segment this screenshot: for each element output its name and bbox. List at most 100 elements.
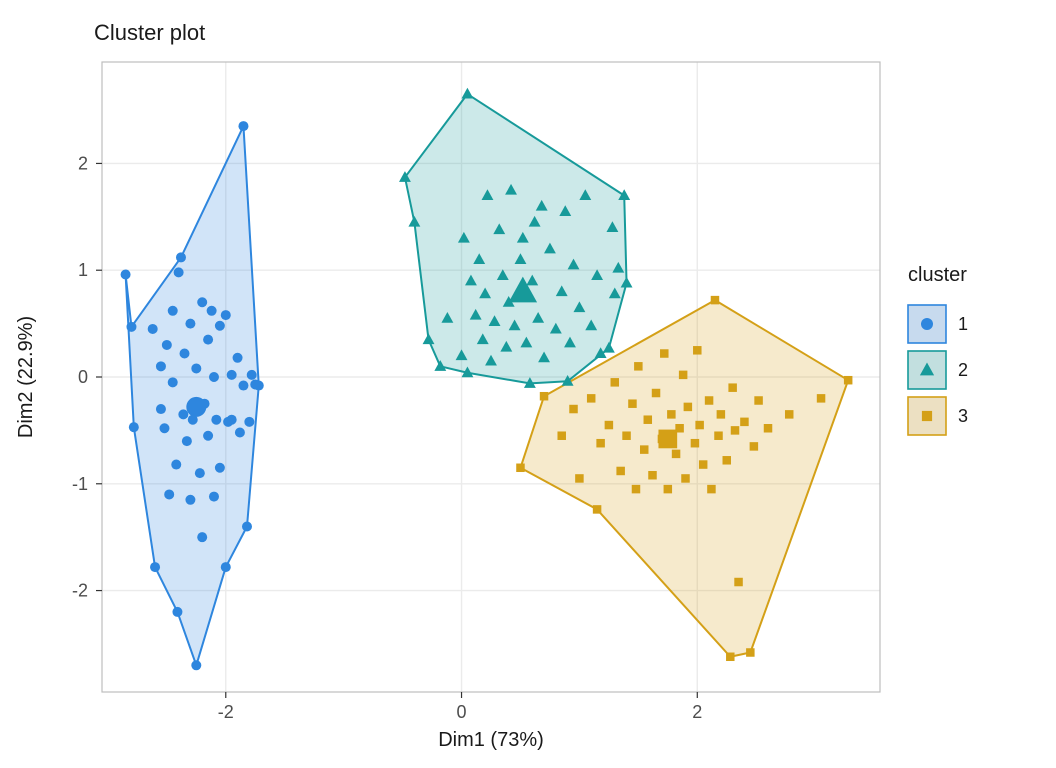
data-point bbox=[203, 335, 213, 345]
data-point bbox=[148, 324, 158, 334]
data-point bbox=[734, 578, 743, 587]
data-point bbox=[203, 431, 213, 441]
data-point bbox=[191, 363, 201, 373]
data-point bbox=[684, 403, 693, 412]
legend-title: cluster bbox=[908, 264, 967, 286]
cluster-centroid bbox=[658, 430, 677, 449]
data-point bbox=[693, 346, 702, 355]
data-point bbox=[844, 376, 853, 385]
data-point bbox=[207, 306, 217, 316]
y-tick-label: 2 bbox=[78, 153, 88, 173]
data-point bbox=[648, 471, 657, 480]
chart-stage: -202-2-1012Dim1 (73%)Dim2 (22.9%)Cluster… bbox=[0, 0, 1056, 768]
y-tick-label: 1 bbox=[78, 260, 88, 280]
data-point bbox=[227, 415, 237, 425]
y-tick-label: -2 bbox=[72, 581, 88, 601]
x-tick-label: 2 bbox=[692, 702, 702, 722]
data-point bbox=[705, 396, 714, 405]
data-point bbox=[746, 648, 755, 657]
data-point bbox=[707, 485, 716, 494]
y-tick-label: 0 bbox=[78, 367, 88, 387]
data-point bbox=[235, 428, 245, 438]
data-point bbox=[593, 505, 602, 513]
data-point bbox=[150, 562, 160, 572]
data-point bbox=[242, 521, 252, 531]
data-point bbox=[238, 381, 248, 391]
data-point bbox=[723, 456, 732, 465]
x-tick-label: -2 bbox=[218, 702, 234, 722]
data-point bbox=[211, 415, 221, 425]
data-point bbox=[254, 381, 264, 391]
data-point bbox=[652, 389, 661, 398]
data-point bbox=[699, 460, 708, 469]
data-point bbox=[740, 418, 749, 427]
data-point bbox=[227, 370, 237, 380]
data-point bbox=[711, 296, 720, 305]
data-point bbox=[664, 485, 673, 494]
data-point bbox=[164, 489, 174, 499]
data-point bbox=[168, 377, 178, 387]
data-point bbox=[622, 431, 631, 440]
cluster-plot-svg: -202-2-1012Dim1 (73%)Dim2 (22.9%)Cluster… bbox=[0, 0, 1056, 768]
data-point bbox=[611, 378, 620, 387]
legend-marker-3 bbox=[922, 411, 932, 421]
data-point bbox=[540, 392, 549, 401]
data-point bbox=[176, 252, 186, 262]
data-point bbox=[129, 422, 139, 432]
data-point bbox=[695, 421, 704, 430]
data-point bbox=[575, 474, 584, 483]
y-tick-label: -1 bbox=[72, 474, 88, 494]
data-point bbox=[750, 442, 759, 451]
data-point bbox=[126, 322, 136, 332]
data-point bbox=[616, 467, 625, 476]
data-point bbox=[691, 439, 700, 448]
data-point bbox=[180, 349, 190, 359]
x-tick-label: 0 bbox=[457, 702, 467, 722]
y-axis-label: Dim2 (22.9%) bbox=[15, 316, 37, 438]
data-point bbox=[596, 439, 605, 448]
data-point bbox=[754, 396, 763, 405]
data-point bbox=[156, 404, 166, 414]
data-point bbox=[681, 474, 690, 483]
data-point bbox=[182, 436, 192, 446]
legend-label: 3 bbox=[958, 406, 968, 426]
data-point bbox=[672, 450, 681, 459]
data-point bbox=[215, 321, 225, 331]
data-point bbox=[185, 495, 195, 505]
data-point bbox=[628, 399, 637, 408]
chart-title: Cluster plot bbox=[94, 20, 205, 45]
data-point bbox=[168, 306, 178, 316]
data-point bbox=[185, 319, 195, 329]
data-point bbox=[244, 417, 254, 427]
data-point bbox=[605, 421, 614, 430]
data-point bbox=[172, 607, 182, 617]
data-point bbox=[516, 464, 525, 473]
data-point bbox=[764, 424, 773, 433]
data-point bbox=[679, 371, 688, 380]
data-point bbox=[717, 410, 726, 419]
data-point bbox=[728, 383, 737, 392]
data-point bbox=[159, 423, 169, 433]
data-point bbox=[162, 340, 172, 350]
data-point bbox=[726, 653, 735, 662]
data-point bbox=[569, 405, 578, 414]
data-point bbox=[121, 269, 131, 279]
data-point bbox=[714, 431, 723, 440]
data-point bbox=[233, 353, 243, 363]
data-point bbox=[667, 410, 676, 419]
data-point bbox=[191, 660, 201, 670]
data-point bbox=[587, 394, 596, 403]
data-point bbox=[660, 349, 669, 358]
data-point bbox=[178, 409, 188, 419]
data-point bbox=[221, 310, 231, 320]
data-point bbox=[197, 297, 207, 307]
data-point bbox=[174, 267, 184, 277]
data-point bbox=[731, 426, 740, 435]
data-point bbox=[634, 362, 643, 371]
data-point bbox=[644, 415, 653, 424]
data-point bbox=[640, 445, 649, 454]
legend-label: 2 bbox=[958, 360, 968, 380]
data-point bbox=[195, 468, 205, 478]
data-point bbox=[238, 121, 248, 131]
cluster-centroid bbox=[186, 397, 206, 417]
